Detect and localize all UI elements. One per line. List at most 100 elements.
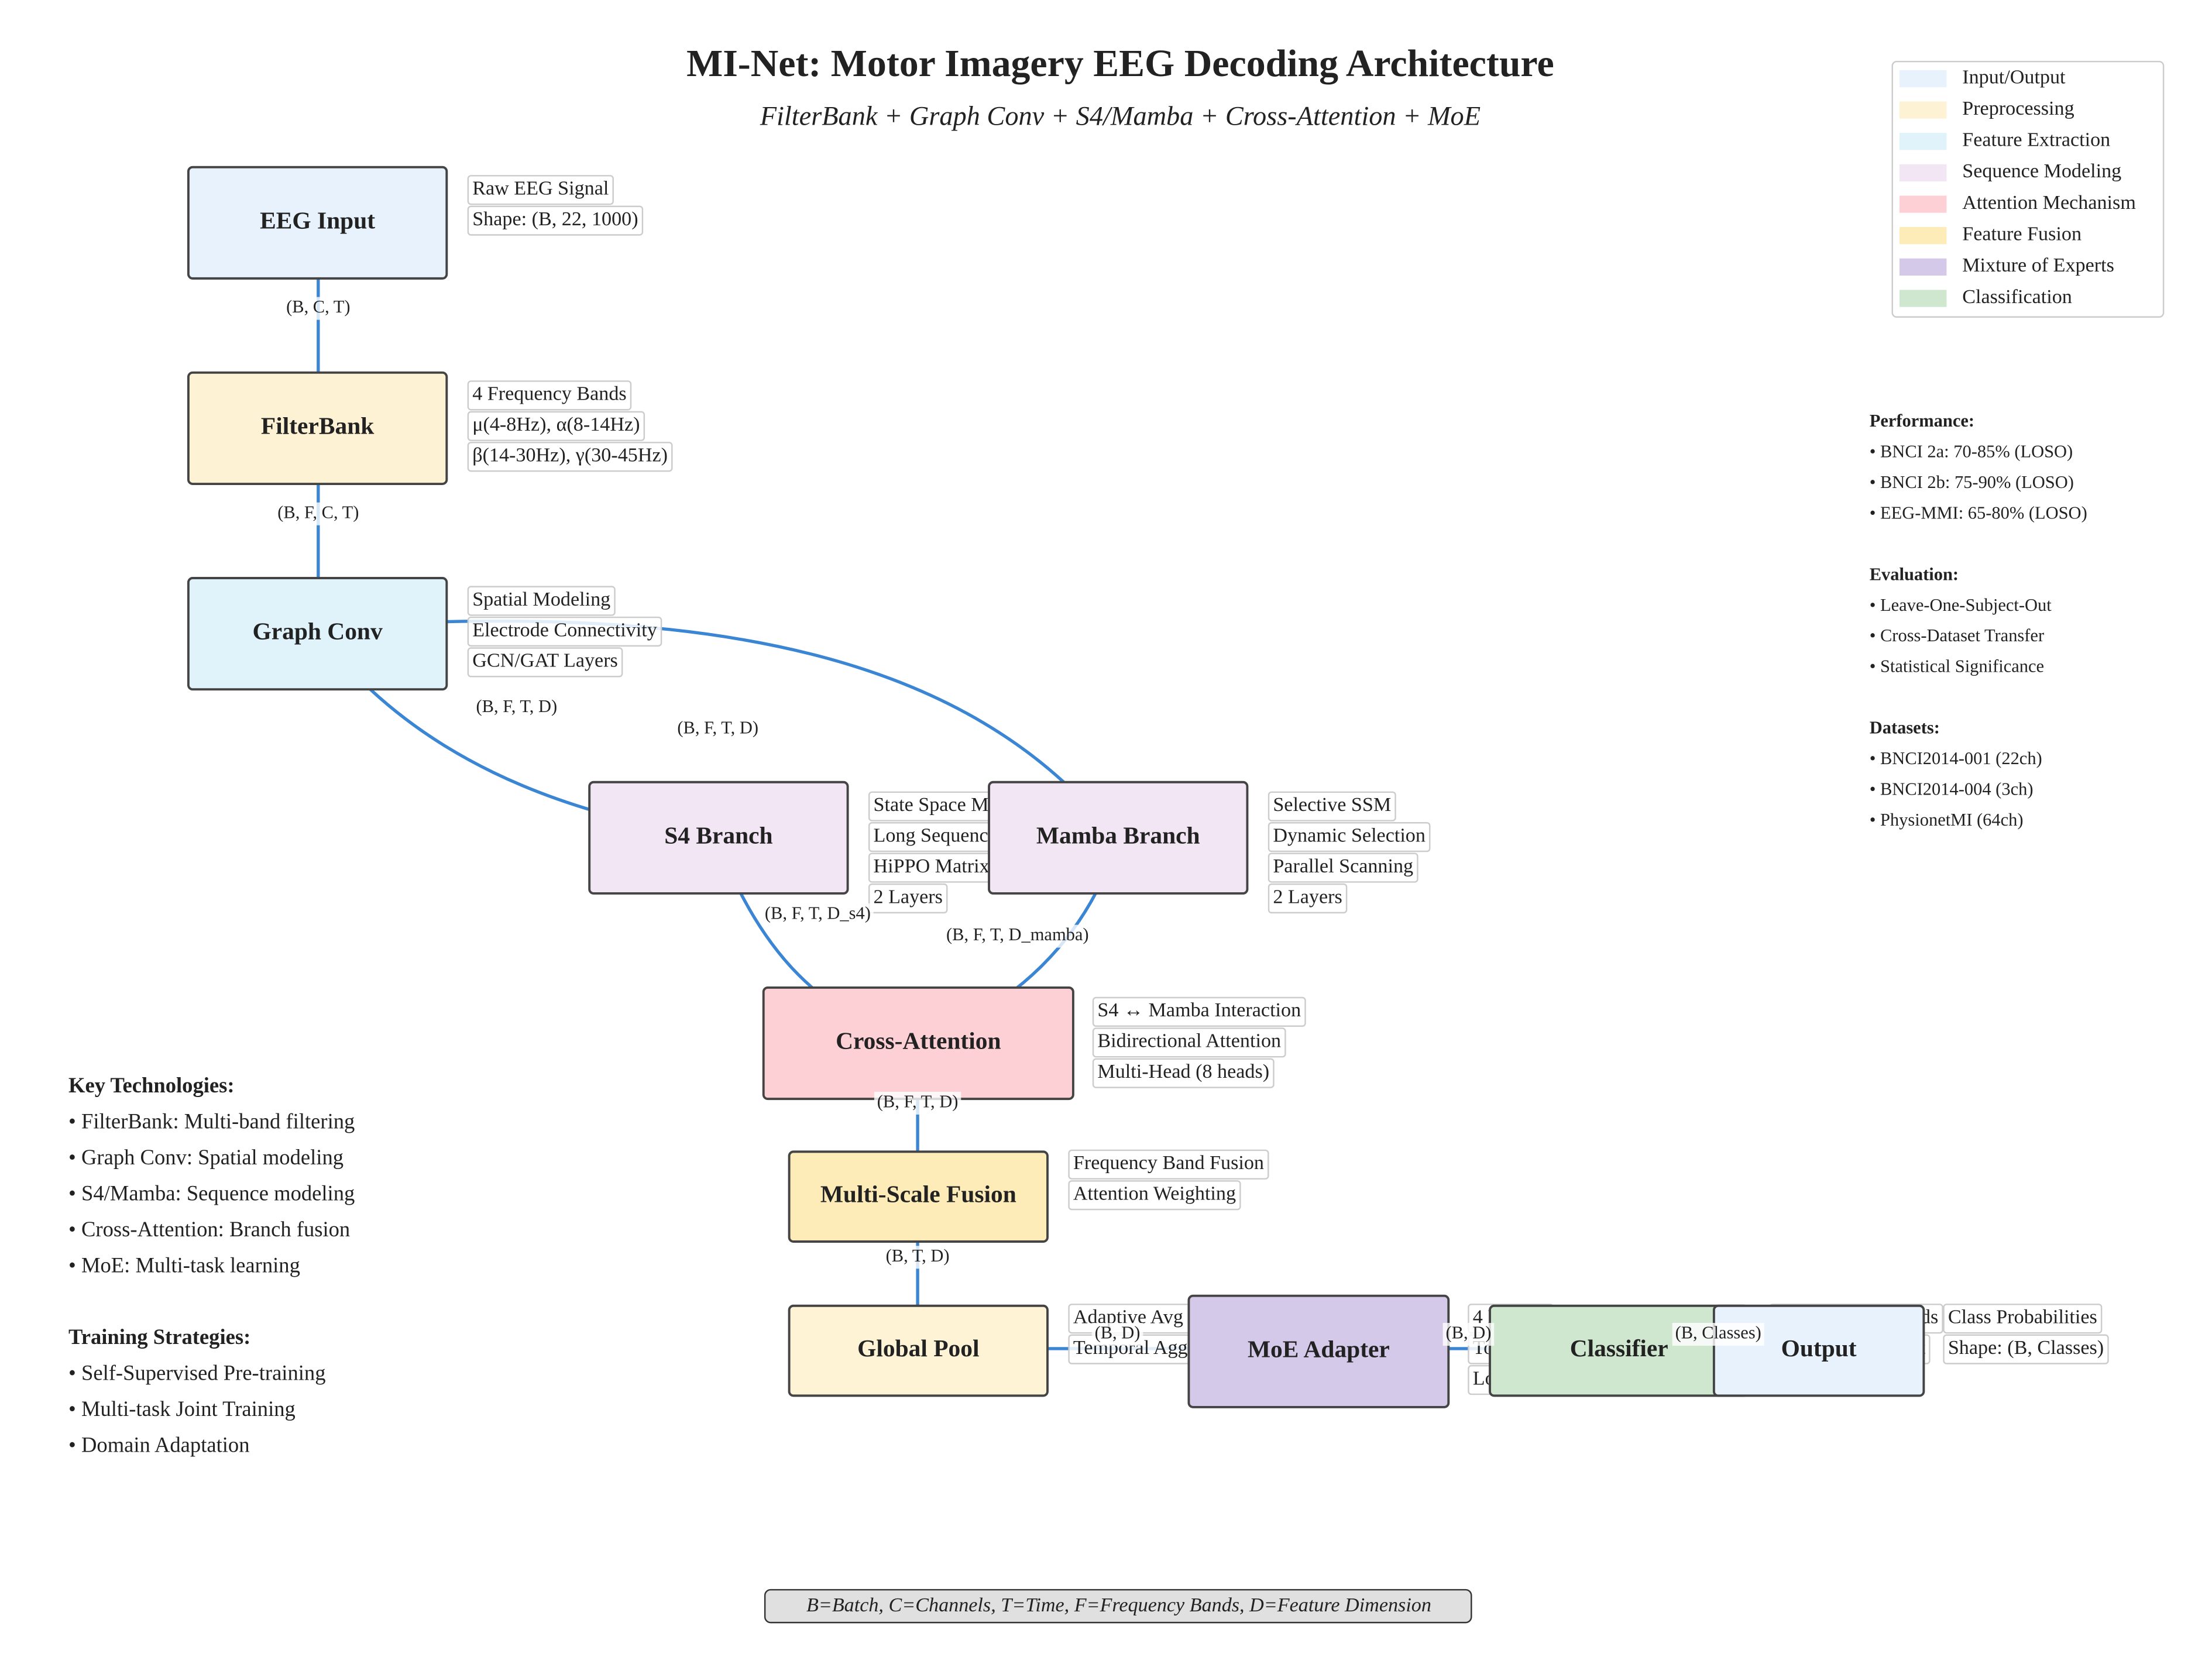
legend-label: Preprocessing bbox=[1962, 98, 2074, 119]
note-box bbox=[1092, 996, 1306, 1027]
left-item: • Domain Adaptation bbox=[68, 1433, 249, 1457]
note-text: Selective SSM bbox=[1273, 794, 1391, 816]
note: Spatial Modeling bbox=[467, 586, 616, 616]
legend-swatch bbox=[1899, 133, 1947, 150]
note-text: β(14-30Hz), γ(30-45Hz) bbox=[472, 445, 668, 466]
edge-label-bg bbox=[874, 1091, 961, 1115]
legend-label: Mixture of Experts bbox=[1962, 255, 2114, 276]
note-text: Bidirectional Attention bbox=[1097, 1030, 1281, 1052]
side-item: • BNCI 2b: 75-90% (LOSO) bbox=[1870, 472, 2074, 492]
legend-swatch bbox=[1899, 70, 1947, 88]
note: 2 Layers bbox=[868, 883, 948, 914]
edge-label-bg bbox=[274, 502, 362, 525]
node-box bbox=[988, 781, 1249, 895]
note: 2 Layers bbox=[1268, 883, 1348, 914]
note: Electrode Connectivity bbox=[467, 616, 662, 647]
legend-swatch bbox=[1899, 290, 1947, 307]
note-text: μ(4-8Hz), α(8-14Hz) bbox=[472, 414, 640, 435]
note-box bbox=[1068, 1180, 1241, 1211]
note-text: Electrode Connectivity bbox=[472, 619, 657, 641]
edge-label-bg bbox=[943, 924, 1092, 948]
legend-label: Feature Fusion bbox=[1962, 224, 2082, 245]
note-text: Shape: (B, Classes) bbox=[1948, 1337, 2104, 1359]
note: Dynamic Selection bbox=[1268, 822, 1431, 852]
edge-label: (B, F, T, D_mamba) bbox=[946, 924, 1089, 944]
note-box bbox=[467, 411, 645, 441]
note: GCN/GAT Layers bbox=[467, 647, 623, 678]
note-text: Dynamic Selection bbox=[1273, 824, 1426, 846]
legend-label: Input/Output bbox=[1962, 66, 2066, 88]
edge-label-bg bbox=[674, 718, 761, 741]
node-label: Multi-Scale Fusion bbox=[820, 1181, 1016, 1208]
edge-label-bg bbox=[283, 297, 353, 320]
side-item: • Cross-Dataset Transfer bbox=[1870, 625, 2044, 645]
note-box bbox=[1268, 883, 1348, 914]
note-box bbox=[467, 586, 616, 616]
legend-label: Classification bbox=[1962, 286, 2072, 308]
footer: B=Batch, C=Channels, T=Time, F=Frequency… bbox=[806, 1594, 1431, 1616]
title: MI-Net: Motor Imagery EEG Decoding Archi… bbox=[686, 42, 1554, 85]
note-box bbox=[467, 616, 662, 647]
edge-label: (B, D) bbox=[1095, 1323, 1141, 1343]
note: 4 Frequency Bands bbox=[467, 380, 632, 411]
note-box bbox=[467, 647, 623, 678]
legend-swatch bbox=[1899, 227, 1947, 245]
legend-swatch bbox=[1899, 101, 1947, 119]
note-box bbox=[467, 380, 632, 411]
note: Selective SSM bbox=[1268, 791, 1396, 821]
left-item: • Multi-task Joint Training bbox=[68, 1397, 296, 1421]
node-box bbox=[187, 371, 448, 486]
node-label: Global Pool bbox=[857, 1335, 979, 1362]
legend-swatch bbox=[1899, 258, 1947, 276]
edge-label-bg bbox=[1672, 1323, 1764, 1346]
edge-label: (B, F, T, D_s4) bbox=[765, 903, 871, 923]
left-item: • MoE: Multi-task learning bbox=[68, 1253, 300, 1277]
edge-label: (B, F, T, D) bbox=[877, 1091, 959, 1111]
legend-label: Sequence Modeling bbox=[1962, 160, 2121, 182]
note-box bbox=[1092, 1027, 1286, 1058]
left-item: • S4/Mamba: Sequence modeling bbox=[68, 1181, 355, 1205]
note-box bbox=[868, 883, 948, 914]
note-text: Frequency Band Fusion bbox=[1073, 1152, 1264, 1174]
node-label: Graph Conv bbox=[253, 618, 383, 645]
side-item: • Leave-One-Subject-Out bbox=[1870, 595, 2052, 615]
edge-label-bg bbox=[1091, 1323, 1143, 1346]
note: Attention Weighting bbox=[1068, 1180, 1241, 1211]
edge-label: (B, Classes) bbox=[1675, 1323, 1761, 1343]
footer-box bbox=[764, 1589, 1472, 1624]
note-box bbox=[1268, 822, 1431, 852]
side-item: • Statistical Significance bbox=[1870, 656, 2044, 676]
node-label: FilterBank bbox=[261, 412, 374, 439]
note-text: 2 Layers bbox=[1273, 886, 1342, 907]
node-label: Output bbox=[1781, 1335, 1857, 1362]
node-box bbox=[187, 166, 448, 280]
note-text: Parallel Scanning bbox=[1273, 855, 1413, 877]
note: μ(4-8Hz), α(8-14Hz) bbox=[467, 411, 645, 441]
edge-label-bg bbox=[882, 1246, 953, 1269]
note: S4 ↔ Mamba Interaction bbox=[1092, 996, 1306, 1027]
note: Long Sequence bbox=[868, 822, 1002, 852]
side-item: • BNCI2014-004 (3ch) bbox=[1870, 779, 2034, 799]
node-box bbox=[187, 577, 448, 691]
legend-label: Feature Extraction bbox=[1962, 129, 2110, 151]
note-box bbox=[1268, 791, 1396, 821]
left-heading: Key Technologies: bbox=[68, 1073, 235, 1097]
left-item: • Cross-Attention: Branch fusion bbox=[68, 1217, 350, 1241]
left-item: • Graph Conv: Spatial modeling bbox=[68, 1145, 344, 1169]
note: Bidirectional Attention bbox=[1092, 1027, 1286, 1058]
side-heading: Datasets: bbox=[1870, 718, 1940, 738]
note-box bbox=[467, 175, 614, 205]
note-text: Long Sequence bbox=[873, 824, 997, 846]
edge-label: (B, C, T) bbox=[286, 297, 350, 317]
note: Shape: (B, 22, 1000) bbox=[467, 205, 644, 236]
node-box bbox=[788, 1150, 1049, 1243]
node-label: Cross-Attention bbox=[836, 1027, 1001, 1054]
legend-swatch bbox=[1899, 164, 1947, 182]
note-text: S4 ↔ Mamba Interaction bbox=[1097, 999, 1301, 1021]
note: Frequency Band Fusion bbox=[1068, 1149, 1269, 1180]
side-item: • EEG-MMI: 65-80% (LOSO) bbox=[1870, 503, 2087, 522]
note: Shape: (B, Classes) bbox=[1943, 1334, 2109, 1364]
note-text: GCN/GAT Layers bbox=[472, 650, 618, 672]
left-item: • Self-Supervised Pre-training bbox=[68, 1361, 325, 1385]
